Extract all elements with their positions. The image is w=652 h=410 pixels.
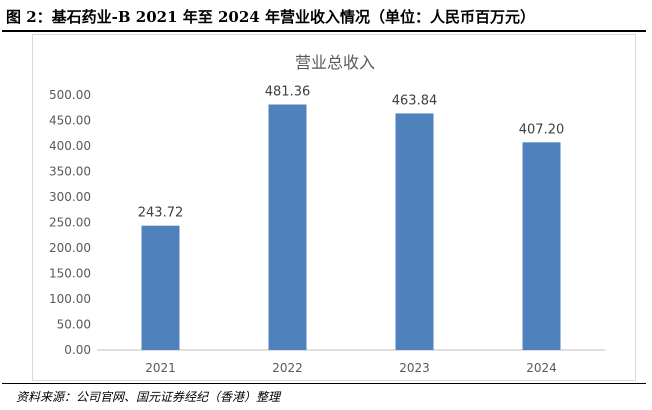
- y-tick-label: 0.00: [64, 343, 91, 357]
- bar: [522, 142, 561, 350]
- bar: [141, 225, 180, 350]
- x-tick-label: 2024: [526, 361, 557, 375]
- y-axis: 0.00 50.00 100.00 150.00 200.00 250.00 300.00 3…: [49, 88, 91, 357]
- data-label: 481.36: [265, 85, 311, 100]
- y-tick-label: 450.00: [49, 114, 91, 128]
- revenue-bar-chart: 营业总收入 0.00 50.00 100.00 150.00 200.00 250.00 3…: [49, 53, 605, 375]
- y-tick-label: 100.00: [49, 292, 91, 306]
- bar: [395, 113, 434, 351]
- y-tick-label: 150.00: [49, 267, 91, 281]
- y-tick-label: 200.00: [49, 241, 91, 255]
- x-tick-label: 2021: [145, 361, 176, 375]
- source-note: 资料来源：公司官网、国元证券经纪（香港）整理: [16, 390, 281, 404]
- y-tick-label: 400.00: [49, 139, 91, 153]
- title-rule: [2, 30, 646, 32]
- bar: [268, 104, 307, 350]
- chart-title: 营业总收入: [295, 53, 375, 72]
- chart-frame: 营业总收入 0.00 50.00 100.00 150.00 200.00 250.00 3…: [32, 34, 636, 381]
- x-tick-label: 2022: [272, 361, 303, 375]
- figure-title: 图 2：基石药业-B 2021 年至 2024 年营业收入情况（单位：人民币百万…: [6, 8, 535, 26]
- y-tick-label: 350.00: [49, 165, 91, 179]
- y-tick-label: 50.00: [57, 318, 91, 332]
- data-label: 407.20: [519, 122, 565, 137]
- bar-series: 243.72 481.36 463.84 407.20: [138, 85, 565, 351]
- data-label: 463.84: [392, 93, 438, 108]
- y-tick-label: 300.00: [49, 190, 91, 204]
- data-label: 243.72: [138, 206, 184, 221]
- y-tick-label: 500.00: [49, 88, 91, 102]
- y-tick-label: 250.00: [49, 216, 91, 230]
- x-axis: 2021 2022 2023 2024: [145, 361, 557, 375]
- source-rule: [2, 383, 646, 384]
- x-tick-label: 2023: [399, 361, 430, 375]
